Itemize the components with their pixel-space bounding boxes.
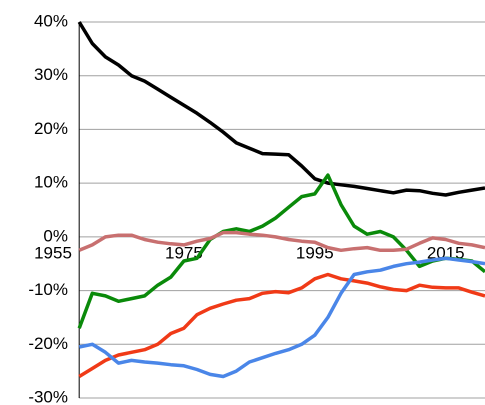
line-series — [77, 21, 485, 197]
x-tick-label: 1995 — [296, 243, 334, 262]
y-tick-label: 0% — [43, 226, 68, 245]
line-series — [78, 272, 485, 378]
y-tick-label: -10% — [28, 280, 68, 299]
y-tick-label: 40% — [34, 11, 68, 30]
y-tick-label: 10% — [34, 173, 68, 192]
line-series — [78, 230, 485, 253]
line-series — [77, 173, 485, 329]
y-tick-label: -20% — [28, 334, 68, 353]
y-tick-label: 20% — [34, 119, 68, 138]
y-tick-label: -30% — [28, 387, 68, 405]
line-series — [78, 256, 485, 379]
y-tick-label: 30% — [34, 65, 68, 84]
x-tick-label: 1955 — [34, 243, 72, 262]
